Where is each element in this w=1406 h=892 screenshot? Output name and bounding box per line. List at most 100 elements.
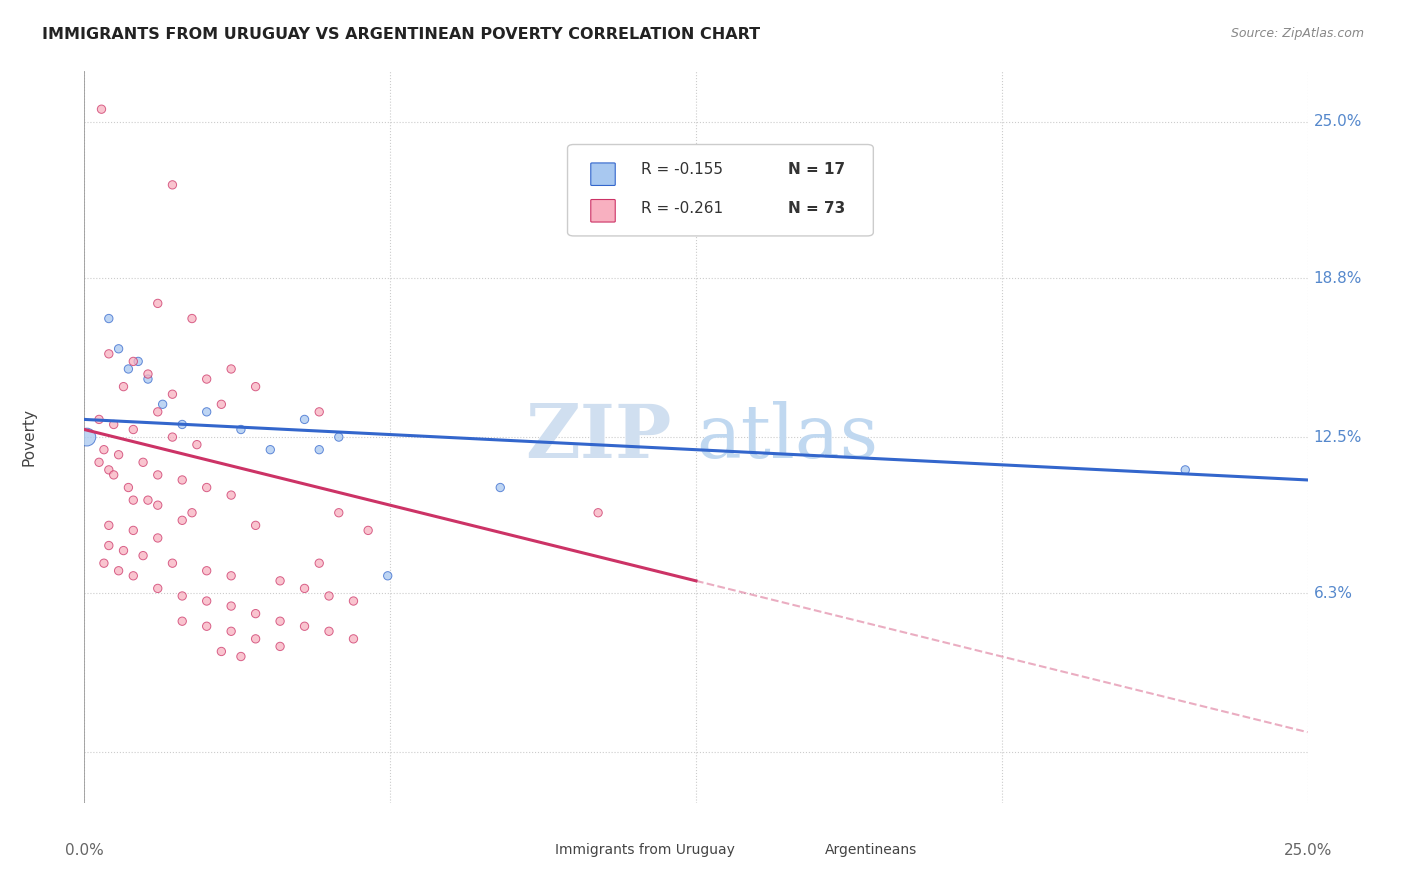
Point	[489, 481, 512, 495]
Point	[195, 405, 218, 419]
Point	[132, 549, 155, 563]
Point	[127, 354, 149, 368]
Point	[294, 619, 316, 633]
Point	[93, 556, 115, 570]
Circle shape	[510, 841, 540, 859]
Point	[245, 379, 267, 393]
Text: Source: ZipAtlas.com: Source: ZipAtlas.com	[1230, 27, 1364, 40]
Point	[181, 506, 204, 520]
Point	[172, 417, 194, 432]
Point	[87, 412, 110, 426]
Point	[107, 342, 129, 356]
Point	[76, 430, 98, 444]
Point	[97, 347, 120, 361]
Point	[219, 599, 242, 613]
Point	[229, 423, 252, 437]
Point	[245, 607, 267, 621]
Text: N = 73: N = 73	[787, 201, 845, 216]
Point	[146, 498, 169, 512]
Point	[136, 372, 159, 386]
Point	[107, 564, 129, 578]
Point	[195, 372, 218, 386]
Point	[122, 569, 145, 583]
Point	[209, 397, 232, 411]
Point	[181, 311, 204, 326]
Text: Poverty: Poverty	[22, 408, 37, 467]
Point	[162, 430, 184, 444]
Text: 0.0%: 0.0%	[65, 843, 104, 858]
Point	[87, 455, 110, 469]
Point	[103, 417, 125, 432]
Point	[93, 442, 115, 457]
Point	[209, 644, 232, 658]
Point	[269, 640, 291, 654]
Point	[117, 362, 139, 376]
Point	[195, 564, 218, 578]
Point	[146, 467, 169, 482]
Text: Argentineans: Argentineans	[824, 843, 917, 857]
Point	[146, 296, 169, 310]
Point	[90, 102, 112, 116]
Point	[122, 423, 145, 437]
Circle shape	[779, 841, 808, 859]
Point	[107, 448, 129, 462]
Point	[195, 619, 218, 633]
Text: 25.0%: 25.0%	[1313, 114, 1362, 129]
Text: 18.8%: 18.8%	[1313, 270, 1362, 285]
Point	[117, 481, 139, 495]
Text: 12.5%: 12.5%	[1313, 430, 1362, 444]
Point	[103, 467, 125, 482]
Point	[122, 524, 145, 538]
Point	[162, 556, 184, 570]
Point	[112, 379, 135, 393]
Text: R = -0.155: R = -0.155	[641, 161, 723, 177]
Point	[136, 367, 159, 381]
Text: Immigrants from Uruguay: Immigrants from Uruguay	[555, 843, 735, 857]
Point	[377, 569, 399, 583]
Text: IMMIGRANTS FROM URUGUAY VS ARGENTINEAN POVERTY CORRELATION CHART: IMMIGRANTS FROM URUGUAY VS ARGENTINEAN P…	[42, 27, 761, 42]
Text: 25.0%: 25.0%	[1284, 843, 1331, 858]
FancyBboxPatch shape	[591, 200, 616, 222]
Point	[269, 574, 291, 588]
FancyBboxPatch shape	[591, 163, 616, 186]
Point	[162, 178, 184, 192]
Text: N = 17: N = 17	[787, 161, 845, 177]
Point	[342, 632, 364, 646]
Point	[97, 518, 120, 533]
Text: 6.3%: 6.3%	[1313, 586, 1353, 601]
Point	[308, 556, 330, 570]
Point	[219, 488, 242, 502]
Point	[172, 614, 194, 628]
Point	[195, 481, 218, 495]
Point	[245, 518, 267, 533]
Point	[219, 569, 242, 583]
Point	[146, 531, 169, 545]
Point	[245, 632, 267, 646]
Point	[318, 589, 340, 603]
Point	[328, 430, 350, 444]
Point	[172, 513, 194, 527]
Point	[172, 589, 194, 603]
Point	[146, 405, 169, 419]
Point	[172, 473, 194, 487]
Point	[136, 493, 159, 508]
Point	[294, 412, 316, 426]
Point	[97, 463, 120, 477]
Text: ZIP: ZIP	[524, 401, 672, 474]
Point	[269, 614, 291, 628]
Point	[259, 442, 281, 457]
Point	[294, 582, 316, 596]
Point	[308, 442, 330, 457]
Point	[357, 524, 380, 538]
Point	[308, 405, 330, 419]
Point	[122, 354, 145, 368]
Point	[195, 594, 218, 608]
Point	[132, 455, 155, 469]
Text: atlas: atlas	[696, 401, 879, 474]
Point	[219, 624, 242, 639]
Point	[186, 437, 208, 451]
Point	[162, 387, 184, 401]
Point	[342, 594, 364, 608]
Point	[586, 506, 609, 520]
Point	[97, 539, 120, 553]
